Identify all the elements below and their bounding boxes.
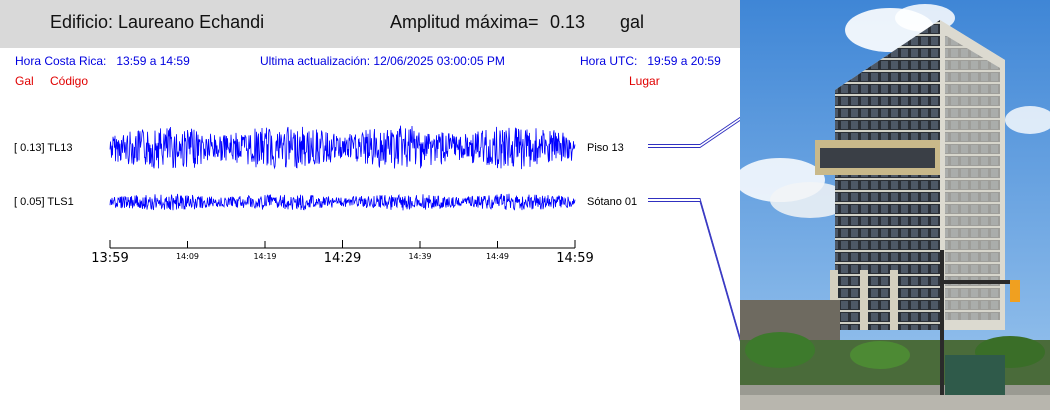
building-photo (740, 0, 1050, 410)
time-tick-label: 14:59 (556, 251, 593, 266)
waveform-1 (109, 193, 576, 211)
header-bar: Edificio: Laureano Echandi Amplitud máxi… (0, 0, 740, 48)
building-title: Edificio: Laureano Echandi (50, 12, 265, 32)
time-axis: 13:59 14:09 14:19 14:29 14:39 14:49 14:59 (91, 240, 594, 266)
leader-line (648, 116, 740, 145)
time-tick-label: 14:29 (324, 251, 361, 266)
leader-line (648, 119, 740, 148)
time-tick-label: 13:59 (91, 251, 128, 266)
waveform-0 (109, 125, 576, 170)
leader-line (648, 201, 740, 342)
local-time-info: Hora Costa Rica: 13:59 a 14:59 (15, 54, 190, 68)
utc-time-value: 19:59 a 20:59 (647, 54, 721, 68)
utc-time-label: Hora UTC: (580, 54, 638, 68)
time-tick-label: 14:19 (253, 252, 276, 261)
time-tick-label: 14:49 (486, 252, 509, 261)
local-time-value: 13:59 a 14:59 (116, 54, 190, 68)
last-update-info: Ultima actualización: 12/06/2025 03:00:0… (260, 54, 505, 68)
trace-label-tl13: [ 0.13] TL13 (14, 142, 73, 154)
utc-time-info: Hora UTC: 19:59 a 20:59 (580, 54, 721, 68)
local-time-label: Hora Costa Rica: (15, 54, 107, 68)
waveforms (109, 125, 576, 211)
leader-line (648, 198, 740, 339)
legend-gal: Gal (15, 74, 34, 88)
trace-label-tls1: [ 0.05] TLS1 (14, 196, 74, 208)
last-update-label: Ultima actualización: (260, 54, 371, 68)
max-amplitude-unit: gal (620, 12, 645, 32)
legend-code: Código (50, 74, 89, 88)
legend-place: Lugar (629, 74, 660, 88)
last-update-value: 12/06/2025 03:00:05 PM (373, 54, 505, 68)
max-amplitude-label: Amplitud máxima= (390, 12, 539, 32)
time-tick-label: 14:09 (176, 252, 199, 261)
seismograph-plot: 13:59 14:09 14:19 14:29 14:39 14:49 14:59 (91, 116, 740, 342)
max-amplitude-value: 0.13 (550, 12, 586, 32)
place-label-sotano01: Sótano 01 (587, 196, 638, 208)
leader-lines (648, 116, 740, 342)
place-label-piso13: Piso 13 (587, 142, 624, 154)
time-tick-label: 14:39 (408, 252, 431, 261)
